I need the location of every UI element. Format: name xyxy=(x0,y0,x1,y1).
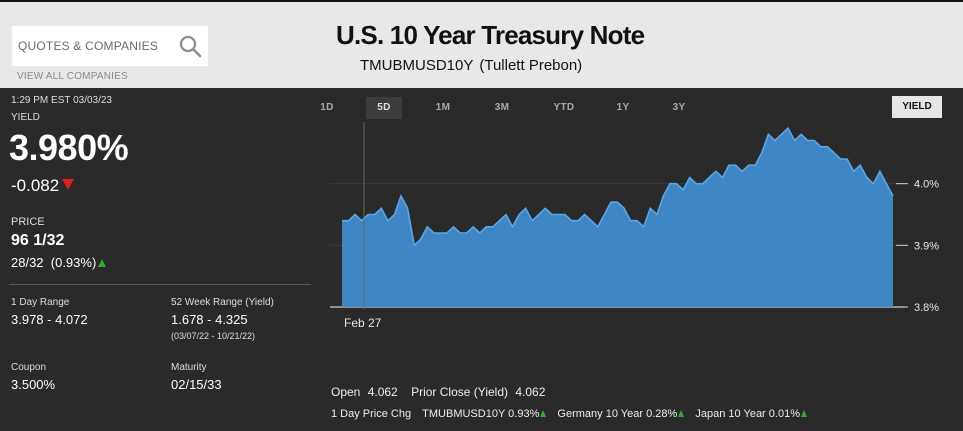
price-change-row: 1 Day Price Chg TMUBMUSD10Y 0.93% German… xyxy=(331,408,807,420)
day-range-value: 3.978 - 4.072 xyxy=(11,312,88,327)
open-label: Open xyxy=(331,385,361,399)
comparison-name: Germany 10 Year xyxy=(557,408,644,420)
week52-range-dates: (03/07/22 - 10/21/22) xyxy=(171,331,256,341)
week52-range-value: 1.678 - 4.325 xyxy=(171,312,248,327)
tab-1d[interactable]: 1D xyxy=(320,102,334,113)
tab-ytd[interactable]: YTD xyxy=(553,102,575,113)
week52-range-label: 52 Week Range (Yield) xyxy=(171,297,274,308)
price-chg-label: 1 Day Price Chg xyxy=(331,408,412,420)
coupon-label: Coupon xyxy=(11,362,47,373)
up-arrow-icon xyxy=(540,410,547,417)
quote-details: 1:29 PM EST 03/03/23 YIELD 3.980% -0.082… xyxy=(0,88,320,431)
comparison-value: 0.93% xyxy=(508,408,540,420)
tab-1m[interactable]: 1M xyxy=(435,102,451,113)
comparison-item[interactable]: Japan 10 Year 0.01% xyxy=(695,408,807,420)
up-arrow-icon xyxy=(678,410,685,417)
prior-close-label: Prior Close (Yield) xyxy=(411,385,508,399)
y-tick-label: 3.8% xyxy=(914,302,939,314)
prior-close-value: 4.062 xyxy=(515,385,546,399)
yield-change-value: -0.082 xyxy=(11,176,60,195)
chart-series-line xyxy=(342,126,894,247)
data-source: (Tullett Prebon) xyxy=(479,57,583,74)
day-range-label: 1 Day Range xyxy=(11,297,70,308)
comparison-name: Japan 10 Year xyxy=(695,408,766,420)
yield-toggle-button[interactable]: YIELD xyxy=(892,96,942,118)
quotes-search-box xyxy=(12,26,208,66)
comparison-item[interactable]: TMUBMUSD10Y 0.93% xyxy=(422,408,547,420)
tab-1y[interactable]: 1Y xyxy=(616,102,630,113)
open-prior-row: Open 4.062 Prior Close (Yield) 4.062 xyxy=(331,385,545,399)
view-all-companies-link[interactable]: VIEW ALL COMPANIES xyxy=(17,71,128,82)
chart-area-fill xyxy=(342,128,893,307)
quote-panel: 1:29 PM EST 03/03/23 YIELD 3.980% -0.082… xyxy=(0,88,963,431)
tab-5d[interactable]: 5D xyxy=(366,97,402,119)
y-axis-ticks: 3.8% 3.9% 4.0% xyxy=(896,179,939,314)
yield-value: 3.980% xyxy=(9,127,129,168)
yield-label: YIELD xyxy=(11,112,40,123)
search-icon[interactable] xyxy=(178,34,202,58)
tab-3m[interactable]: 3M xyxy=(494,102,510,113)
coupon-value: 3.500% xyxy=(11,377,56,392)
search-input[interactable] xyxy=(12,26,172,66)
down-arrow-icon xyxy=(62,179,75,190)
page-title: U.S. 10 Year Treasury Note xyxy=(336,20,645,50)
maturity-label: Maturity xyxy=(171,362,207,373)
price-change-value: 28/32 (0.93%) xyxy=(11,255,97,270)
price-value: 96 1/32 xyxy=(11,232,65,249)
maturity-value: 02/15/33 xyxy=(171,377,222,392)
up-arrow-icon xyxy=(98,259,107,267)
tab-3y[interactable]: 3Y xyxy=(672,102,686,113)
yield-chart: 3.8% 3.9% 4.0% Feb 27 xyxy=(330,122,939,330)
instrument-subtitle: TMUBMUSD10Y (Tullett Prebon) xyxy=(360,57,582,74)
x-tick-label: Feb 27 xyxy=(344,316,382,330)
y-tick-label: 4.0% xyxy=(914,179,939,191)
comparison-item[interactable]: Germany 10 Year 0.28% xyxy=(557,408,685,420)
comparison-value: 0.28% xyxy=(646,408,678,420)
comparison-value: 0.01% xyxy=(768,408,800,420)
price-label: PRICE xyxy=(11,216,45,228)
comparison-name: TMUBMUSD10Y xyxy=(422,408,506,420)
ticker-symbol: TMUBMUSD10Y xyxy=(360,57,474,74)
top-header: VIEW ALL COMPANIES U.S. 10 Year Treasury… xyxy=(0,0,963,88)
divider xyxy=(9,284,311,285)
yield-change: -0.082 xyxy=(11,176,75,196)
price-change: 28/32 (0.93%) xyxy=(11,255,107,270)
y-tick-label: 3.9% xyxy=(914,240,939,252)
open-value: 4.062 xyxy=(367,385,398,399)
up-arrow-icon xyxy=(801,410,807,417)
quote-timestamp: 1:29 PM EST 03/03/23 xyxy=(11,95,112,106)
